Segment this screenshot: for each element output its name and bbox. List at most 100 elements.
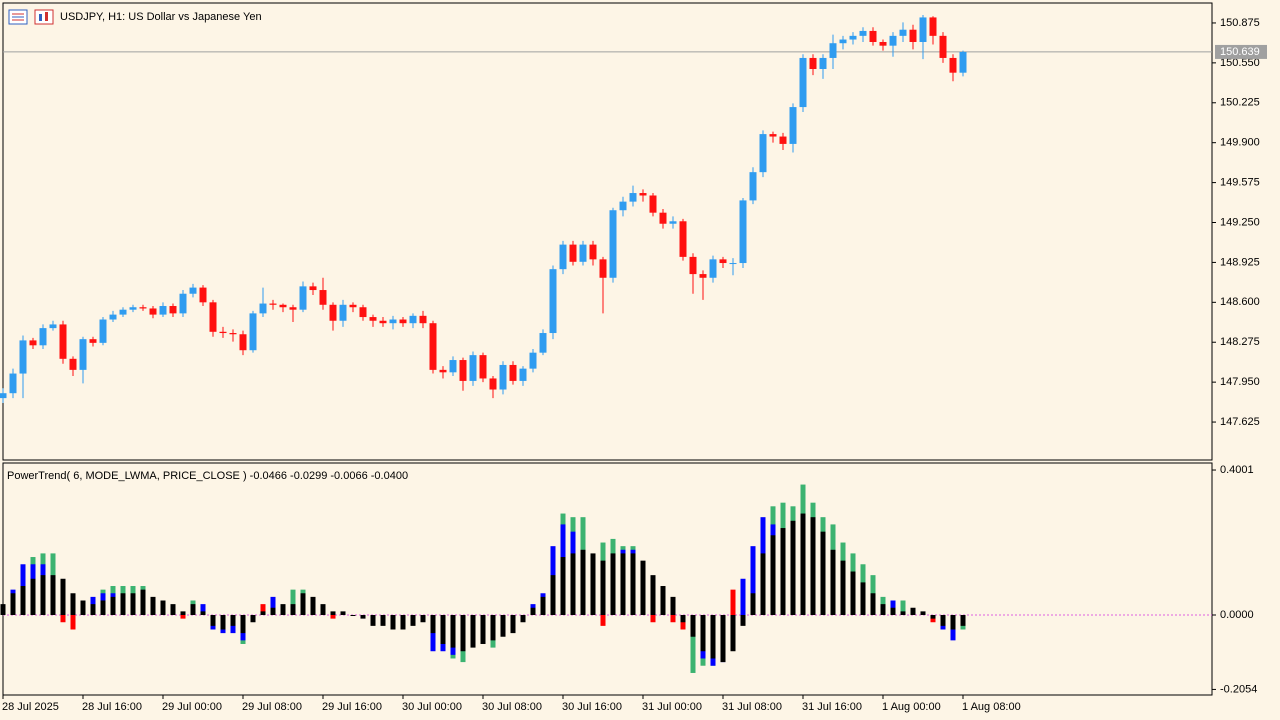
histogram-bar <box>180 611 186 615</box>
histogram-bar <box>270 607 276 615</box>
histogram-bar <box>420 614 426 623</box>
histogram-bar <box>710 614 716 659</box>
candle-body <box>429 323 437 370</box>
x-tick-label: 1 Aug 00:00 <box>882 701 941 713</box>
x-tick-label: 31 Jul 00:00 <box>642 701 702 713</box>
histogram-bar <box>520 614 526 623</box>
candle-body <box>889 35 897 46</box>
histogram-bar <box>320 604 326 615</box>
candle-body <box>799 57 807 108</box>
x-tick-label: 30 Jul 16:00 <box>562 701 622 713</box>
histogram-bar <box>880 604 886 615</box>
candle-body <box>359 307 367 318</box>
x-tick-label: 30 Jul 00:00 <box>402 701 462 713</box>
candle-body <box>529 352 537 369</box>
icon-chart[interactable] <box>34 9 54 25</box>
candle-body <box>319 290 327 305</box>
histogram-bar <box>930 614 936 619</box>
candle-body <box>69 358 77 370</box>
y-tick-label: 150.875 <box>1220 17 1260 29</box>
histogram-bar <box>750 593 756 615</box>
histogram-bar <box>250 614 256 623</box>
candle-body <box>39 328 47 346</box>
candle-body <box>729 263 737 265</box>
histogram-bar <box>260 604 266 615</box>
histogram-bar <box>280 604 286 615</box>
histogram-bar <box>70 593 76 615</box>
candle-body <box>419 315 427 324</box>
candle-body <box>379 320 387 324</box>
candle-body <box>859 30 867 36</box>
histogram-bar <box>610 553 616 615</box>
candle-body <box>809 57 817 70</box>
histogram-bar <box>200 604 206 615</box>
histogram-bar <box>670 614 676 623</box>
histogram-bar <box>560 557 566 615</box>
candle-body <box>169 306 177 314</box>
y-tick-label: -0.2054 <box>1220 683 1257 695</box>
histogram-bar <box>870 593 876 615</box>
histogram-bar <box>290 604 296 615</box>
histogram-bar <box>830 549 836 615</box>
histogram-bar <box>660 586 666 615</box>
candle-body <box>399 319 407 324</box>
candle-body <box>439 369 447 373</box>
x-tick-label: 1 Aug 08:00 <box>962 701 1021 713</box>
histogram-bar <box>310 596 316 615</box>
y-tick-label: 150.550 <box>1220 57 1260 69</box>
histogram-bar <box>680 614 686 630</box>
histogram-bar <box>750 546 756 615</box>
histogram-bar <box>940 614 946 626</box>
histogram-bar <box>840 560 846 615</box>
candle-body <box>409 315 417 324</box>
icon-bar <box>45 12 48 21</box>
candle-body <box>209 302 217 332</box>
histogram-bar <box>730 614 736 652</box>
candle-body <box>929 17 937 36</box>
histogram-bar <box>290 589 296 615</box>
histogram-bar <box>920 611 926 615</box>
histogram-bar <box>150 596 156 615</box>
candle-body <box>879 41 887 46</box>
candle-body <box>179 293 187 314</box>
candle-body <box>389 319 397 324</box>
candle-body <box>649 195 657 213</box>
y-tick-label: 149.900 <box>1220 137 1260 149</box>
y-tick-label: 148.275 <box>1220 336 1260 348</box>
histogram-bar <box>200 611 206 615</box>
histogram-bar <box>960 614 966 626</box>
candle-body <box>499 364 507 390</box>
chart-title: USDJPY, H1: US Dollar vs Japanese Yen <box>60 11 262 23</box>
candle-body <box>689 256 697 275</box>
candle-body <box>519 368 527 381</box>
histogram-bar <box>480 614 486 644</box>
candle-body <box>239 334 247 351</box>
candle-body <box>249 313 257 351</box>
histogram-bar <box>270 596 276 615</box>
y-tick-label: 147.950 <box>1220 376 1260 388</box>
histogram-bar <box>160 600 166 615</box>
histogram-bar <box>20 586 26 615</box>
histogram-bar <box>470 614 476 648</box>
histogram-bar <box>460 614 466 652</box>
histogram-bar <box>60 578 66 615</box>
candle-body <box>659 212 667 224</box>
candle-body <box>949 57 957 73</box>
candle-body <box>349 304 357 308</box>
histogram-bar <box>820 531 826 615</box>
indicator-pane-frame <box>2 462 1213 696</box>
candle-body <box>259 303 267 314</box>
icon-bar <box>39 14 42 21</box>
candle-body <box>229 333 237 335</box>
histogram-bar <box>700 614 706 652</box>
candle-body <box>919 17 927 42</box>
candle-body <box>119 309 127 315</box>
last-price-box <box>1215 44 1267 59</box>
histogram-bar <box>650 614 656 623</box>
candle-body <box>759 134 767 173</box>
candle-body <box>559 244 567 270</box>
candle-body <box>669 221 677 224</box>
symbol-icons[interactable] <box>8 9 54 25</box>
histogram-bar <box>500 614 506 637</box>
histogram-bar <box>430 614 436 634</box>
